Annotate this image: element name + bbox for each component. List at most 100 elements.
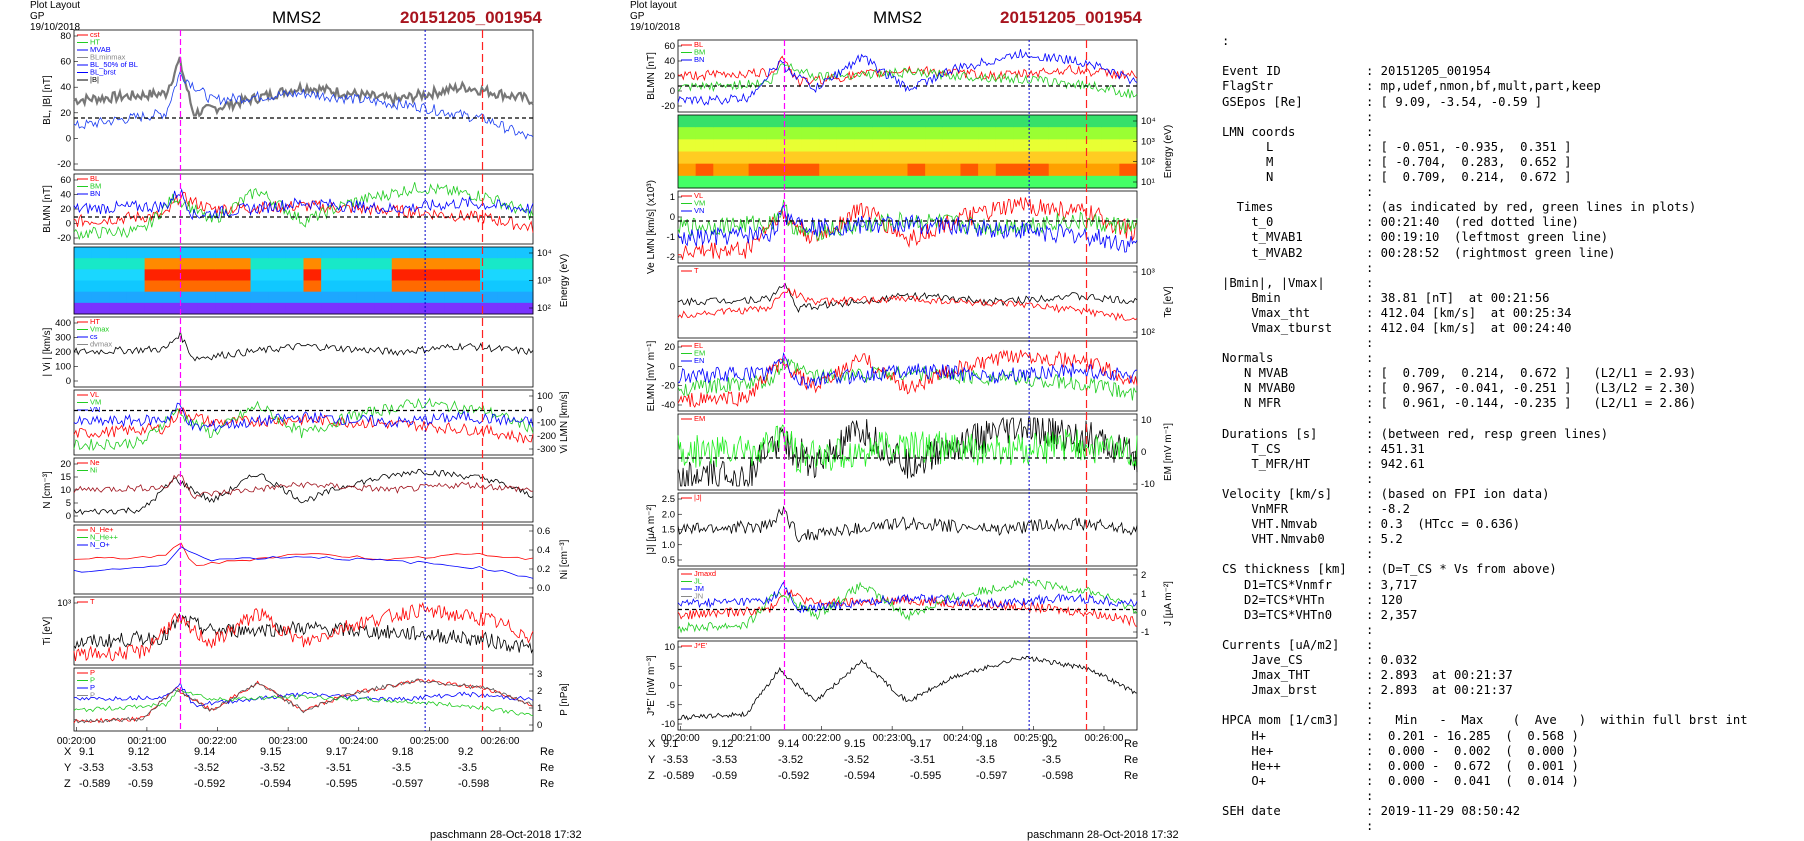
- summary-key: t_MVAB1: [1222, 230, 1303, 245]
- legend-entry: BN: [90, 189, 100, 198]
- summary-value: : [ -0.704, 0.283, 0.652 ]: [1366, 154, 1572, 169]
- panel-blmn: [73, 173, 534, 245]
- summary-row: D2=TCS*VHTn: 120: [1222, 593, 1800, 608]
- event-summary: : Event ID: 20151205_001954 FlagStr: mp,u…: [1222, 4, 1800, 834]
- trace-em: [677, 424, 1138, 474]
- summary-key: Vmax_tht: [1222, 305, 1311, 320]
- y-tick-label: 0.4: [537, 545, 550, 556]
- y-tick-label: 10²: [537, 303, 551, 314]
- position-value: -3.51: [910, 754, 936, 766]
- trace-te: [677, 287, 1138, 322]
- y-tick-label: 80: [60, 31, 71, 42]
- summary-row: Vmax_tht: 412.04 [km/s] at 00:25:34: [1222, 306, 1800, 321]
- y-tick-label: 10³: [1141, 136, 1155, 147]
- y-tick-label: 10: [1141, 415, 1152, 426]
- x-tick-label: 00:20:00: [661, 733, 700, 744]
- summary-value: :: [1366, 411, 1374, 426]
- y-axis-label: | Vi | [km/s]: [42, 327, 53, 376]
- summary-key: Normals: [1222, 351, 1274, 366]
- legend-entry: cst: [90, 30, 101, 39]
- y-tick-label: 20: [60, 204, 71, 215]
- summary-key: HPCA mom [1/cm3]: [1222, 713, 1340, 728]
- summary-key: He++: [1222, 758, 1281, 773]
- position-value: -0.595: [910, 770, 942, 782]
- summary-key: Vmax_tburst: [1222, 320, 1333, 335]
- position-value: -3.53: [663, 754, 689, 766]
- position-value: -3.52: [778, 754, 804, 766]
- y-tick-label: 5: [670, 661, 675, 672]
- summary-row: Times: (as indicated by red, green lines…: [1222, 200, 1800, 215]
- y-tick-label: -20: [661, 101, 675, 112]
- y-tick-label: 20: [664, 71, 675, 82]
- left-footer: paschmann 28-Oct-2018 17:32: [430, 829, 582, 841]
- summary-value: : 451.31: [1366, 441, 1425, 456]
- legend-entry: |B|: [90, 75, 99, 84]
- summary-row: VHT.Nmvab: 0.3 (HTcc = 0.636): [1222, 517, 1800, 532]
- y-tick-label: -1: [1141, 627, 1149, 638]
- y-tick-label: 0: [670, 212, 675, 223]
- y-tick-label: -100: [537, 418, 556, 429]
- spectrogram-ele_spec: [678, 115, 1138, 189]
- summary-row: :: [1222, 336, 1800, 351]
- summary-value: : 0.000 - 0.672 ( 0.001 ): [1366, 758, 1579, 773]
- trace-density: [73, 474, 534, 500]
- summary-value: : 3,717: [1366, 577, 1418, 592]
- panel-hpca: [73, 524, 534, 595]
- y-tick-label: 0: [670, 86, 675, 97]
- y-tick-label: 20: [60, 459, 71, 470]
- y-tick-label: 2.0: [662, 509, 675, 520]
- right-position-table: X 9.1 9.12 9.14 9.15 9.17 9.18 9.2 Re Y -3.53 -3.53…: [648, 738, 1168, 786]
- y-tick-label: 10: [60, 485, 71, 496]
- summary-value: :: [1366, 622, 1374, 637]
- summary-value: : 20151205_001954: [1366, 64, 1491, 79]
- summary-key: He+: [1222, 743, 1274, 758]
- position-value: -3.52: [260, 762, 286, 774]
- position-value: -0.59: [128, 778, 154, 790]
- summary-key: VHT.Nmvab0: [1222, 532, 1325, 547]
- position-value: 9.2: [1042, 738, 1058, 750]
- summary-row: :: [1222, 698, 1800, 713]
- position-axis-label: X: [648, 738, 656, 750]
- y-tick-label: 40: [60, 82, 71, 93]
- summary-value: : (as indicated by red, green lines in p…: [1366, 200, 1697, 215]
- position-value: -3.51: [326, 762, 352, 774]
- y-tick-label: -40: [661, 400, 675, 411]
- summary-value: :: [1366, 698, 1374, 713]
- y-tick-label: -5: [667, 700, 675, 711]
- position-value: -3.5: [1042, 754, 1061, 766]
- y-tick-label: -20: [661, 381, 675, 392]
- position-row: Z -0.589 -0.59 -0.592 -0.594 -0.595 -0.597 -0.5…: [64, 778, 584, 794]
- summary-value: : (D=T_CS * Vs from above): [1366, 562, 1557, 577]
- summary-value: : 0.032: [1366, 653, 1418, 668]
- y-tick-label: 0: [66, 133, 71, 144]
- trace-elmn: [677, 358, 1138, 401]
- legend-entry: HT: [90, 38, 100, 47]
- position-value: 9.15: [844, 738, 866, 750]
- trace-em: [677, 416, 1138, 488]
- summary-value: : 0.000 - 0.041 ( 0.014 ): [1366, 773, 1579, 788]
- position-value: 9.18: [976, 738, 998, 750]
- y-tick-label: -10: [661, 719, 675, 730]
- legend-entry: BL_brst: [90, 68, 117, 77]
- summary-value: :: [1366, 351, 1374, 366]
- y-tick-label: 60: [60, 175, 71, 186]
- panel-elmn: [677, 340, 1138, 412]
- trace-pressure: [73, 679, 534, 724]
- trace-vilmn: [73, 406, 534, 444]
- trace-blmn: [73, 191, 534, 233]
- legend-entry: JN: [694, 592, 703, 601]
- summary-row: :: [1222, 110, 1800, 125]
- legend-entry: J*E': [694, 641, 708, 650]
- summary-row: M: [ -0.704, 0.283, 0.652 ]: [1222, 155, 1800, 170]
- y-axis-label-right: P [nPa]: [559, 683, 570, 716]
- y-tick-label: 0.2: [537, 564, 550, 575]
- position-axis-label: X: [64, 746, 72, 758]
- summary-row: N MFR: [ 0.961, -0.144, -0.235 ] (L2/L1 …: [1222, 396, 1800, 411]
- legend-entry: VL: [694, 191, 703, 200]
- summary-key: T_CS: [1222, 441, 1281, 456]
- panel-vilmn: [73, 389, 534, 456]
- summary-key: N MFR: [1222, 396, 1281, 411]
- trace-blmn: [677, 55, 1138, 88]
- trace-pressure: [73, 681, 534, 708]
- trace-ve: [677, 204, 1138, 253]
